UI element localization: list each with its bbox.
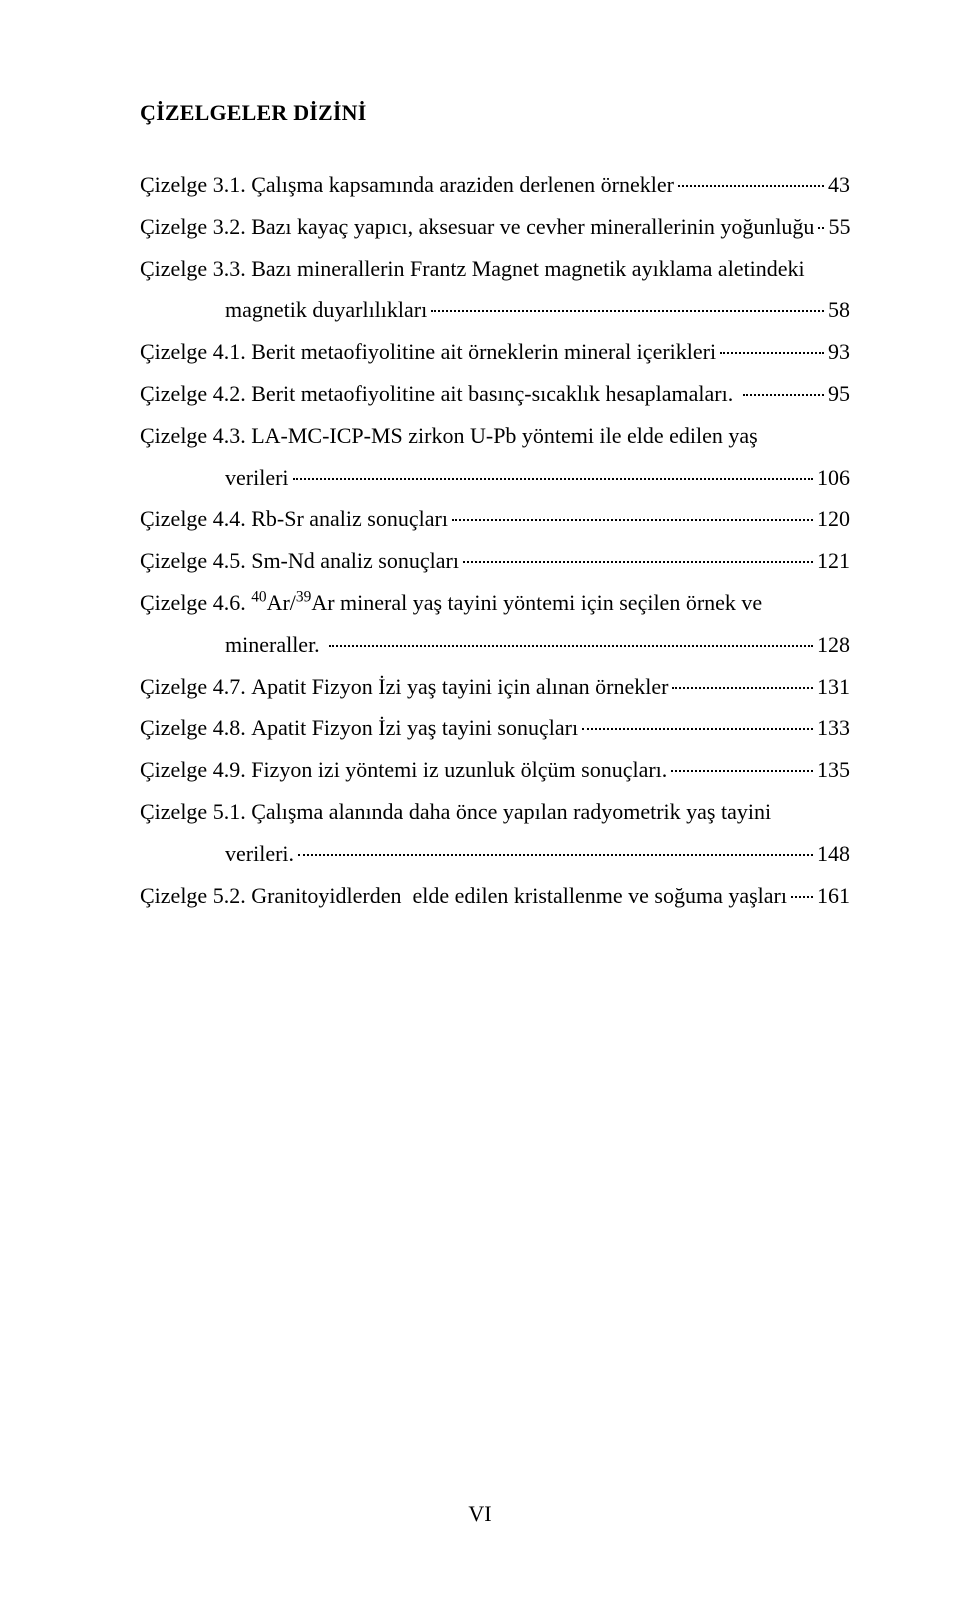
toc-entry: Çizelge 4.7. Apatit Fizyon İzi yaş tayin…: [140, 666, 850, 708]
toc-entry-text: Berit metaofiyolitine ait örneklerin min…: [251, 331, 716, 373]
toc-entry-page: 106: [817, 457, 850, 499]
toc-entry-text: Fizyon izi yöntemi iz uzunluk ölçüm sonu…: [251, 749, 667, 791]
toc-entry-line: Çizelge 4.9. Fizyon izi yöntemi iz uzunl…: [140, 749, 850, 791]
toc-leader: [582, 728, 813, 730]
toc-entry-line1: Çizelge 3.3. Bazı minerallerin Frantz Ma…: [140, 248, 850, 290]
toc-entry-text: Apatit Fizyon İzi yaş tayini için alınan…: [251, 666, 668, 708]
toc-entries: Çizelge 3.1. Çalışma kapsamında araziden…: [140, 164, 850, 916]
toc-leader: [431, 310, 824, 312]
toc-entry: Çizelge 4.5. Sm-Nd analiz sonuçları 121: [140, 540, 850, 582]
toc-leader: [671, 770, 813, 772]
toc-entry: Çizelge 5.2. Granitoyidlerden elde edile…: [140, 875, 850, 917]
toc-leader: [298, 854, 813, 856]
toc-entry: Çizelge 4.9. Fizyon izi yöntemi iz uzunl…: [140, 749, 850, 791]
toc-entry-line: Çizelge 4.7. Apatit Fizyon İzi yaş tayin…: [140, 666, 850, 708]
toc-entry-text: Berit metaofiyolitine ait basınç-sıcaklı…: [251, 373, 739, 415]
toc-entry-line: Çizelge 4.2. Berit metaofiyolitine ait b…: [140, 373, 850, 415]
toc-entry-line2: magnetik duyarlılıkları 58: [140, 289, 850, 331]
toc-entry: Çizelge 3.3. Bazı minerallerin Frantz Ma…: [140, 248, 850, 332]
toc-entry-wrap-text: mineraller.: [225, 624, 325, 666]
toc-entry-page: 133: [817, 707, 850, 749]
page-title: ÇİZELGELER DİZİNİ: [140, 100, 850, 126]
toc-entry-line1: Çizelge 5.1. Çalışma alanında daha önce …: [140, 791, 850, 833]
toc-entry-label: Çizelge 4.8.: [140, 707, 251, 749]
toc-entry-label: Çizelge 3.3.: [140, 248, 251, 290]
page-footer-roman: VI: [0, 1501, 960, 1527]
page: ÇİZELGELER DİZİNİ Çizelge 3.1. Çalışma k…: [0, 0, 960, 1597]
toc-entry-wrap-text: verileri: [225, 457, 289, 499]
toc-leader: [452, 519, 813, 521]
toc-entry: Çizelge 3.2. Bazı kayaç yapıcı, aksesuar…: [140, 206, 850, 248]
toc-entry-text: Apatit Fizyon İzi yaş tayini sonuçları: [251, 707, 578, 749]
toc-entry: Çizelge 4.8. Apatit Fizyon İzi yaş tayin…: [140, 707, 850, 749]
toc-leader: [329, 645, 813, 647]
toc-entry-text: Sm-Nd analiz sonuçları: [251, 540, 459, 582]
toc-entry-page: 135: [817, 749, 850, 791]
toc-entry: Çizelge 4.1. Berit metaofiyolitine ait ö…: [140, 331, 850, 373]
toc-entry-line: Çizelge 4.8. Apatit Fizyon İzi yaş tayin…: [140, 707, 850, 749]
toc-entry: Çizelge 5.1. Çalışma alanında daha önce …: [140, 791, 850, 875]
toc-entry-wrap-text: verileri.: [225, 833, 294, 875]
toc-entry-label: Çizelge 4.2.: [140, 373, 251, 415]
toc-entry-page: 95: [828, 373, 850, 415]
toc-entry-text: Çalışma kapsamında araziden derlenen örn…: [251, 164, 674, 206]
toc-entry-label: Çizelge 4.1.: [140, 331, 251, 373]
toc-entry-label: Çizelge 4.3.: [140, 415, 251, 457]
toc-leader: [743, 394, 824, 396]
toc-leader: [818, 227, 824, 229]
toc-leader: [720, 352, 824, 354]
toc-entry-line1: Çizelge 4.6. 40Ar/39Ar mineral yaş tayin…: [140, 582, 850, 624]
toc-entry-label: Çizelge 4.7.: [140, 666, 251, 708]
toc-entry-text: Bazı kayaç yapıcı, aksesuar ve cevher mi…: [251, 206, 814, 248]
toc-entry-line2: verileri. 148: [140, 833, 850, 875]
toc-entry-label: Çizelge 4.9.: [140, 749, 251, 791]
toc-entry-label: Çizelge 5.1.: [140, 791, 251, 833]
toc-leader: [293, 478, 813, 480]
toc-entry-page: 161: [817, 875, 850, 917]
toc-entry-page: 93: [828, 331, 850, 373]
toc-entry-line2: mineraller. 128: [140, 624, 850, 666]
toc-entry: Çizelge 4.2. Berit metaofiyolitine ait b…: [140, 373, 850, 415]
toc-entry-line: Çizelge 3.2. Bazı kayaç yapıcı, aksesuar…: [140, 206, 850, 248]
toc-entry-page: 120: [817, 498, 850, 540]
toc-entry: Çizelge 3.1. Çalışma kapsamında araziden…: [140, 164, 850, 206]
toc-entry-line: Çizelge 4.4. Rb-Sr analiz sonuçları 120: [140, 498, 850, 540]
toc-entry-page: 128: [817, 624, 850, 666]
toc-entry-text: Granitoyidlerden elde edilen kristallenm…: [251, 875, 787, 917]
toc-entry-text: 40Ar/39Ar mineral yaş tayini yöntemi içi…: [251, 582, 762, 624]
toc-entry-line2: verileri 106: [140, 457, 850, 499]
toc-leader: [463, 561, 813, 563]
toc-entry-page: 121: [817, 540, 850, 582]
toc-entry-line: Çizelge 5.2. Granitoyidlerden elde edile…: [140, 875, 850, 917]
toc-entry-label: Çizelge 4.6.: [140, 582, 251, 624]
toc-entry-wrap-text: magnetik duyarlılıkları: [225, 289, 427, 331]
toc-entry-text: Bazı minerallerin Frantz Magnet magnetik…: [251, 248, 804, 290]
toc-leader: [678, 185, 824, 187]
toc-entry-page: 131: [817, 666, 850, 708]
toc-entry-text: Rb-Sr analiz sonuçları: [251, 498, 448, 540]
toc-entry-page: 58: [828, 289, 850, 331]
toc-leader: [791, 896, 813, 898]
toc-entry-line: Çizelge 4.5. Sm-Nd analiz sonuçları 121: [140, 540, 850, 582]
toc-entry-page: 55: [828, 206, 850, 248]
toc-entry-line: Çizelge 4.1. Berit metaofiyolitine ait ö…: [140, 331, 850, 373]
toc-entry-page: 43: [828, 164, 850, 206]
toc-entry-line: Çizelge 3.1. Çalışma kapsamında araziden…: [140, 164, 850, 206]
toc-entry-text: Çalışma alanında daha önce yapılan radyo…: [251, 791, 771, 833]
toc-entry-label: Çizelge 5.2.: [140, 875, 251, 917]
toc-entry-label: Çizelge 3.1.: [140, 164, 251, 206]
toc-entry-label: Çizelge 3.2.: [140, 206, 251, 248]
toc-entry: Çizelge 4.3. LA-MC-ICP-MS zirkon U-Pb yö…: [140, 415, 850, 499]
toc-entry-page: 148: [817, 833, 850, 875]
toc-entry-label: Çizelge 4.5.: [140, 540, 251, 582]
toc-leader: [672, 687, 813, 689]
toc-entry-text: LA-MC-ICP-MS zirkon U-Pb yöntemi ile eld…: [251, 415, 758, 457]
toc-entry-line1: Çizelge 4.3. LA-MC-ICP-MS zirkon U-Pb yö…: [140, 415, 850, 457]
toc-entry: Çizelge 4.4. Rb-Sr analiz sonuçları 120: [140, 498, 850, 540]
toc-entry-label: Çizelge 4.4.: [140, 498, 251, 540]
toc-entry: Çizelge 4.6. 40Ar/39Ar mineral yaş tayin…: [140, 582, 850, 666]
